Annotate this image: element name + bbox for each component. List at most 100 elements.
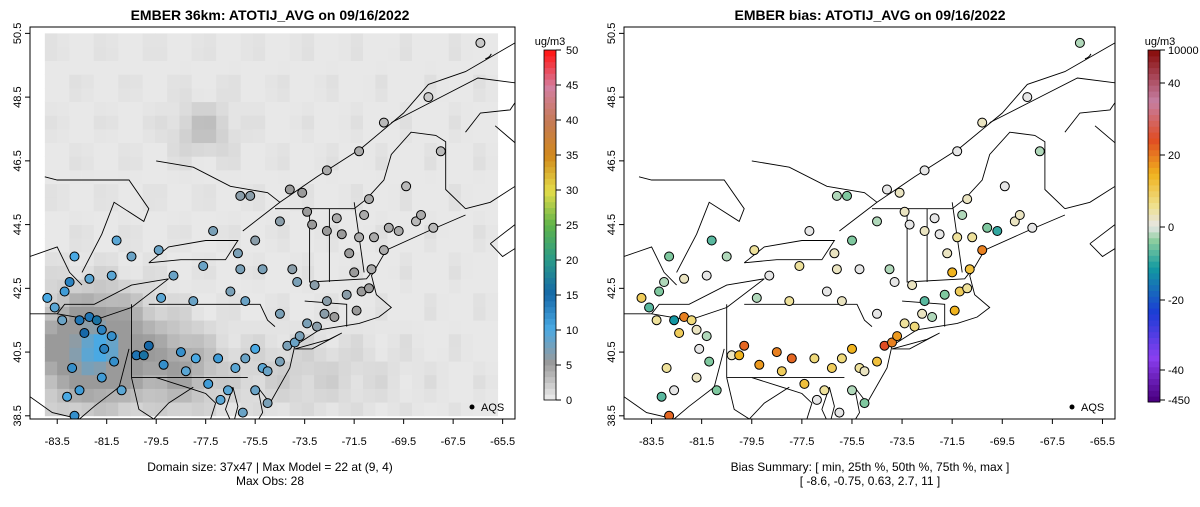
heat-cell [265, 279, 278, 294]
heat-cell [350, 60, 364, 75]
bias-site-point [894, 187, 905, 198]
colorbar-segment [544, 324, 556, 331]
map-boundary [489, 224, 515, 258]
heat-cell [203, 238, 217, 253]
site-point [156, 292, 167, 303]
colorbar-segment [544, 225, 556, 232]
heat-cell [301, 60, 315, 75]
heat-cell [375, 128, 388, 144]
map-boundary [872, 131, 1066, 210]
heat-cell [265, 251, 278, 266]
heat-cell [350, 115, 364, 130]
heat-cell [142, 47, 156, 62]
site-point [321, 226, 332, 236]
bias-site-point [999, 181, 1010, 192]
heat-cell [387, 333, 401, 348]
x-tick-label: -65.5 [490, 436, 515, 448]
heat-cell [228, 33, 242, 48]
heat-cell [106, 88, 119, 103]
y-tick-label: 38.5 [606, 405, 618, 426]
heat-cell [191, 279, 205, 294]
heat-cell [289, 251, 303, 266]
heat-cell [118, 361, 131, 376]
heat-cell [448, 306, 462, 321]
heat-cell [375, 47, 388, 62]
heat-cell [485, 347, 499, 362]
heat-cell [240, 374, 254, 389]
heat-cell [277, 251, 291, 266]
heat-cell [460, 388, 474, 403]
heat-cell [44, 238, 58, 253]
heat-cell [142, 374, 156, 389]
heat-cell [167, 101, 180, 116]
heat-cell [142, 156, 156, 171]
colorbar-segment [1148, 237, 1160, 245]
colorbar-segment [544, 149, 556, 156]
site-point [319, 308, 330, 319]
colorbar-segment [544, 201, 556, 208]
heat-cell [216, 279, 229, 294]
heat-cell [57, 142, 70, 157]
heat-cell [424, 251, 437, 266]
x-tick-label: -77.5 [193, 436, 218, 448]
heat-cell [106, 60, 119, 75]
heat-cell [228, 374, 242, 389]
bias-site-point [834, 407, 845, 418]
colorbar-segment [1148, 331, 1160, 338]
heat-cell [436, 347, 450, 362]
heat-cell [436, 279, 450, 294]
heat-cell [57, 156, 70, 171]
site-point [354, 232, 365, 243]
bias-site-point [704, 356, 715, 367]
colorbar-tick-label: 45 [566, 80, 578, 92]
site-point [354, 146, 365, 157]
heat-cell [44, 320, 58, 335]
heat-cell [106, 224, 119, 239]
heat-cell [387, 183, 401, 198]
colorbar-segment [544, 365, 556, 372]
bias-colorbar: ug/m3 10000 40 20 0 -20 -40 -450 [1145, 36, 1199, 407]
site-point [57, 315, 68, 326]
heat-cell [412, 251, 425, 266]
heat-cell [167, 238, 180, 253]
colorbar-segment [1148, 184, 1160, 192]
heat-cell [167, 156, 180, 171]
heat-cell [473, 156, 486, 171]
heat-cell [338, 210, 352, 225]
heat-cell [375, 183, 388, 198]
heat-cell [179, 156, 193, 171]
heat-cell [93, 33, 107, 48]
heat-cell [130, 169, 144, 185]
bias-site-point [799, 378, 810, 389]
heat-cell [154, 374, 168, 389]
heat-cell [289, 320, 303, 335]
heat-cell [375, 74, 388, 89]
heat-cell [69, 169, 82, 185]
heat-cell [301, 374, 315, 389]
heat-cell [350, 402, 364, 417]
map-boundary [891, 332, 940, 350]
map-boundary [465, 125, 515, 210]
heat-cell [216, 238, 229, 253]
colorbar-segment [544, 295, 556, 302]
colorbar-segment [544, 213, 556, 220]
colorbar-segment [1148, 102, 1160, 110]
heat-cell [265, 33, 278, 48]
colorbar-segment [1148, 196, 1160, 204]
heat-cell [154, 128, 168, 144]
heat-cell [387, 60, 401, 75]
heat-cell [69, 142, 82, 157]
heat-cell [424, 388, 437, 403]
bias-site-point [884, 264, 895, 275]
heat-cell [485, 320, 499, 335]
site-point [250, 385, 261, 396]
heat-cell [57, 210, 70, 225]
heat-cell [252, 60, 266, 75]
heat-cell [314, 33, 327, 48]
colorbar-segment [544, 195, 556, 203]
heat-cell [448, 292, 462, 307]
colorbar-segment [1148, 267, 1160, 274]
x-tick-label: -67.5 [1040, 436, 1065, 448]
heat-cell [473, 361, 486, 376]
heat-cell [375, 388, 388, 403]
